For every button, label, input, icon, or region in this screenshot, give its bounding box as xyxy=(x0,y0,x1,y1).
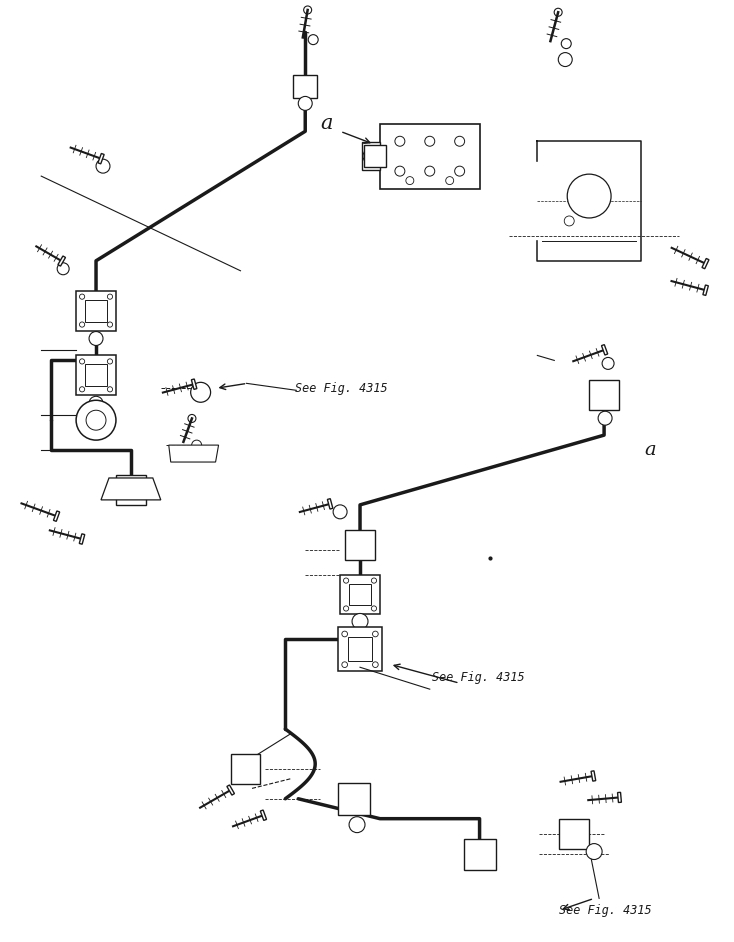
Bar xyxy=(362,142,380,171)
Bar xyxy=(340,575,380,614)
Polygon shape xyxy=(617,792,622,803)
Circle shape xyxy=(363,148,379,164)
Circle shape xyxy=(57,263,69,275)
Bar xyxy=(348,638,372,661)
Circle shape xyxy=(308,35,318,44)
Circle shape xyxy=(574,187,604,216)
Text: See Fig. 4315: See Fig. 4315 xyxy=(295,382,388,395)
Circle shape xyxy=(298,96,312,110)
Circle shape xyxy=(586,844,602,859)
Circle shape xyxy=(373,662,378,668)
Circle shape xyxy=(425,166,435,176)
Circle shape xyxy=(76,400,116,440)
Circle shape xyxy=(454,137,465,146)
Circle shape xyxy=(567,174,611,218)
Bar xyxy=(349,584,371,606)
Circle shape xyxy=(395,137,405,146)
Polygon shape xyxy=(54,511,59,521)
Circle shape xyxy=(107,294,112,300)
Circle shape xyxy=(446,176,454,185)
Circle shape xyxy=(96,159,110,173)
Bar xyxy=(294,74,317,98)
Polygon shape xyxy=(98,154,104,164)
Bar xyxy=(338,783,370,815)
Circle shape xyxy=(559,53,573,67)
Circle shape xyxy=(86,410,106,430)
Bar xyxy=(76,291,116,331)
Circle shape xyxy=(352,613,368,629)
Circle shape xyxy=(344,578,349,583)
Bar xyxy=(85,300,107,321)
Circle shape xyxy=(191,382,211,402)
Circle shape xyxy=(79,387,84,392)
Circle shape xyxy=(79,359,84,364)
Bar xyxy=(464,838,495,870)
Polygon shape xyxy=(58,256,65,266)
Bar xyxy=(85,365,107,386)
Bar xyxy=(364,145,386,167)
Text: a: a xyxy=(644,441,655,459)
Bar xyxy=(559,819,589,849)
Circle shape xyxy=(371,606,377,611)
Polygon shape xyxy=(192,379,197,389)
Bar xyxy=(76,355,116,396)
Text: See Fig. 4315: See Fig. 4315 xyxy=(559,903,652,917)
Circle shape xyxy=(425,137,435,146)
Polygon shape xyxy=(101,478,161,500)
Circle shape xyxy=(349,817,365,833)
Circle shape xyxy=(192,440,202,450)
Circle shape xyxy=(333,505,347,519)
Circle shape xyxy=(342,631,347,637)
Circle shape xyxy=(89,397,103,410)
Circle shape xyxy=(373,631,378,637)
Bar xyxy=(380,123,479,188)
Circle shape xyxy=(79,294,84,300)
Circle shape xyxy=(454,166,465,176)
Circle shape xyxy=(107,322,112,327)
Circle shape xyxy=(342,662,347,668)
Circle shape xyxy=(107,359,112,364)
Circle shape xyxy=(562,39,571,49)
Polygon shape xyxy=(703,285,708,296)
Circle shape xyxy=(395,166,405,176)
Polygon shape xyxy=(591,771,596,781)
Circle shape xyxy=(371,578,377,583)
Text: See Fig. 4315: See Fig. 4315 xyxy=(432,671,524,684)
Polygon shape xyxy=(169,446,219,462)
Circle shape xyxy=(79,322,84,327)
Circle shape xyxy=(344,606,349,611)
Polygon shape xyxy=(261,810,266,820)
Circle shape xyxy=(406,176,414,185)
Circle shape xyxy=(554,8,562,16)
Bar xyxy=(116,475,146,505)
Polygon shape xyxy=(79,534,84,544)
Text: a: a xyxy=(320,114,333,134)
Circle shape xyxy=(188,414,196,422)
Polygon shape xyxy=(327,498,333,509)
Circle shape xyxy=(598,412,612,425)
Bar xyxy=(230,754,261,784)
Circle shape xyxy=(304,6,312,14)
Polygon shape xyxy=(702,258,709,268)
Bar xyxy=(345,529,375,560)
Circle shape xyxy=(564,216,574,226)
Bar xyxy=(589,381,619,410)
Polygon shape xyxy=(227,785,234,795)
Bar xyxy=(338,627,382,672)
Circle shape xyxy=(107,387,112,392)
Circle shape xyxy=(89,332,103,346)
Circle shape xyxy=(602,357,614,369)
Polygon shape xyxy=(601,345,608,355)
